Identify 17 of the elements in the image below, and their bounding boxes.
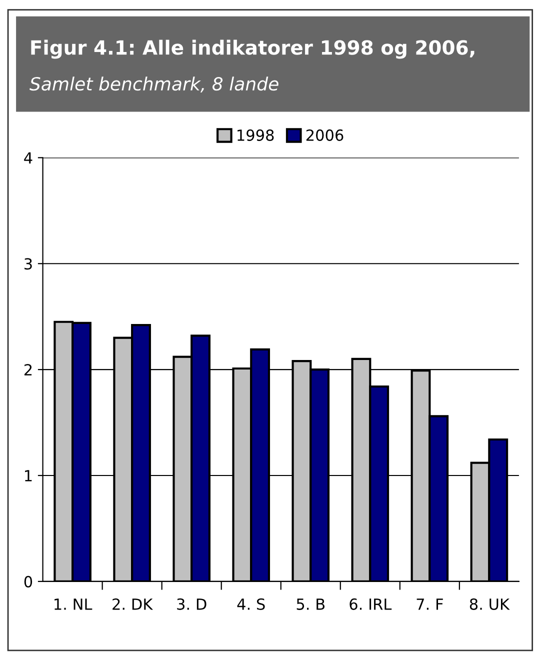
x-tick-label: 5. B — [296, 598, 325, 610]
y-tick-label: 4 — [24, 152, 32, 164]
x-tick-label: 4. S — [237, 598, 265, 610]
y-tick-label: 3 — [24, 258, 32, 270]
x-tick-label: 2. DK — [112, 598, 154, 610]
chart-title: Figur 4.1: Alle indikatorer 1998 og 2006, — [31, 40, 474, 59]
x-tick-label: 1. NL — [54, 598, 92, 610]
y-tick-label: 0 — [24, 576, 32, 588]
y-tick-label: 1 — [25, 470, 32, 482]
chart-subtitle: Samlet benchmark, 8 lande — [30, 76, 278, 92]
legend-label: 2006 — [306, 129, 344, 141]
x-tick-label: 3. D — [177, 598, 206, 610]
x-tick-label: 7. F — [416, 598, 443, 610]
y-tick-label: 2 — [24, 364, 32, 376]
x-tick-label: 6. IRL — [350, 598, 392, 610]
legend-label: 1998 — [238, 129, 274, 141]
x-tick-label: 8. UK — [470, 598, 510, 610]
